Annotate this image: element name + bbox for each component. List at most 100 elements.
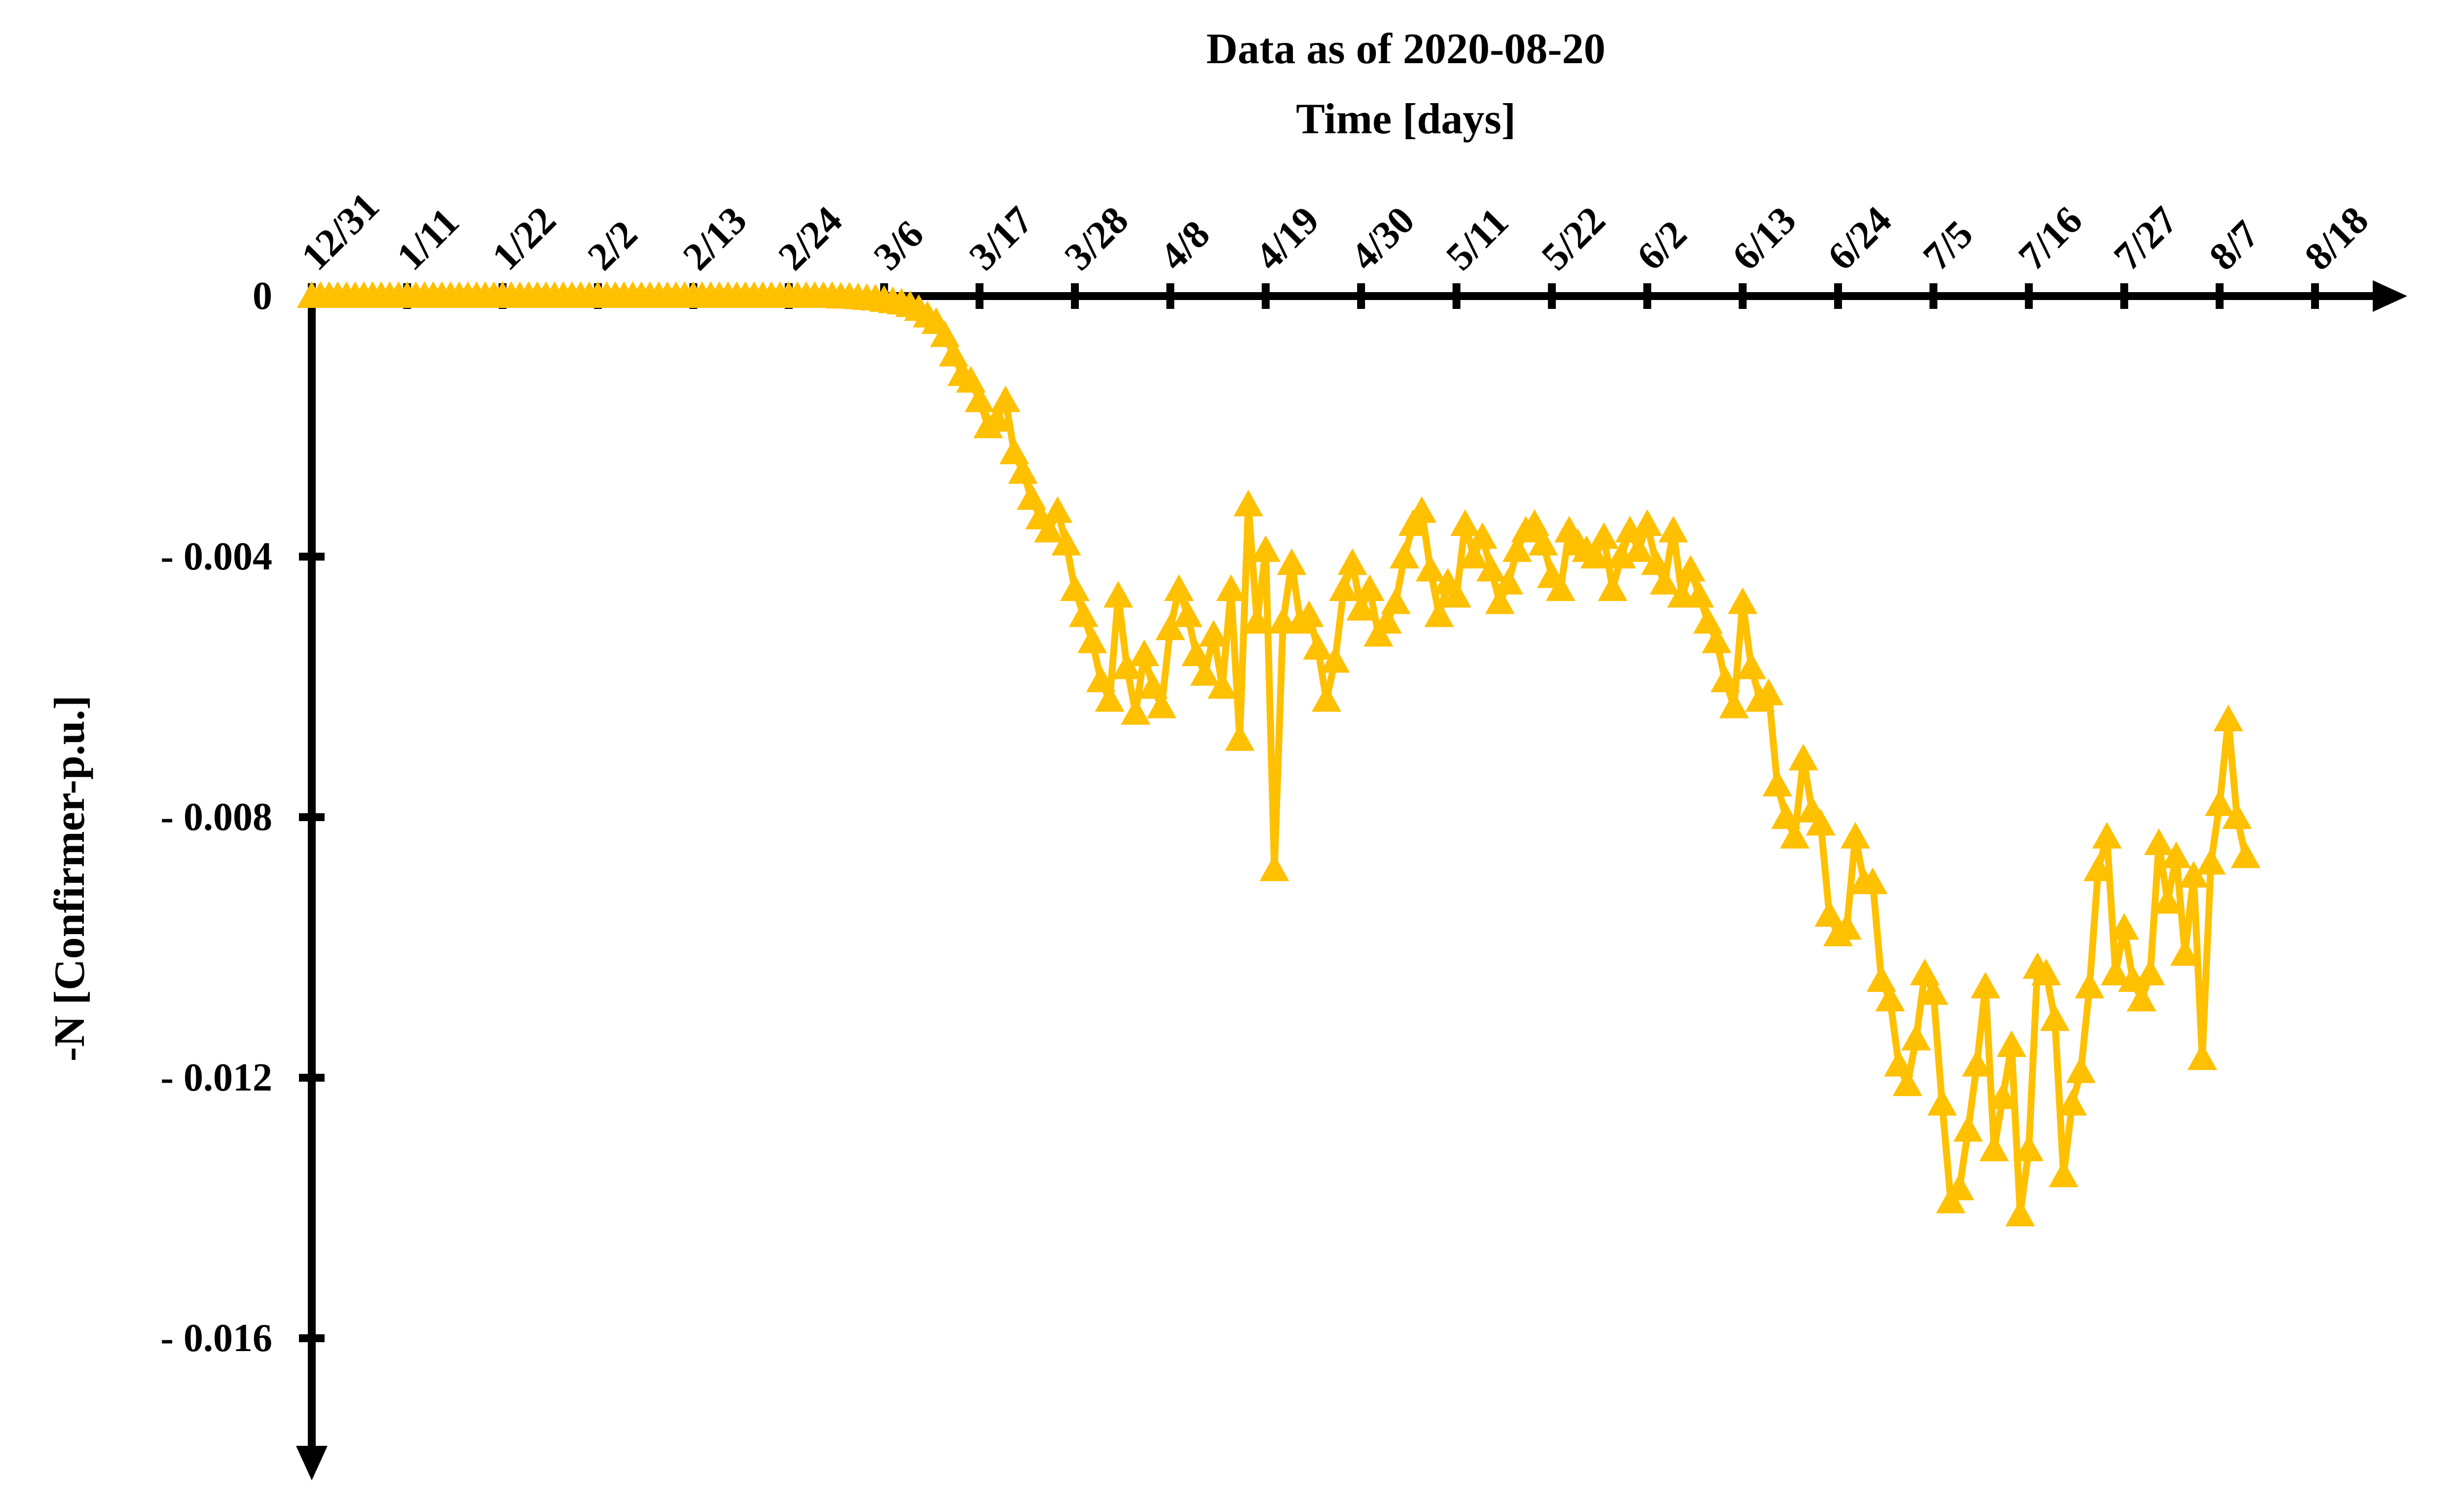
data-point — [2187, 1043, 2217, 1070]
data-point — [2153, 887, 2183, 914]
data-point — [956, 366, 986, 393]
data-point — [1424, 600, 1454, 627]
data-point — [1390, 542, 1420, 568]
data-point — [1173, 600, 1203, 627]
x-tick-label: 4/19 — [1247, 198, 1327, 279]
data-point — [1468, 522, 1498, 549]
data-point — [2196, 848, 2226, 875]
data-point — [1545, 574, 1576, 601]
data-point — [2005, 1200, 2035, 1227]
data-point — [1086, 665, 1116, 692]
data-point — [1017, 483, 1047, 510]
data-point — [1832, 913, 1862, 940]
data-point — [2040, 1004, 2070, 1031]
data-point — [1719, 691, 1749, 718]
data-point — [1910, 958, 1940, 985]
data-point — [1728, 587, 1758, 614]
data-point — [1407, 496, 1437, 523]
data-point — [1216, 574, 1246, 601]
data-point — [1771, 802, 1801, 829]
data-point — [1858, 867, 1888, 894]
x-tick-label: 6/13 — [1724, 198, 1804, 279]
data-point — [1138, 672, 1168, 699]
data-point — [2092, 822, 2122, 849]
data-point — [1589, 522, 1619, 549]
data-point — [1095, 685, 1125, 712]
data-point — [1303, 633, 1333, 660]
data-point — [2144, 828, 2174, 855]
data-point — [1337, 548, 1367, 575]
data-point — [2031, 958, 2061, 985]
x-tick-label: 2/24 — [770, 198, 850, 279]
x-tick-label: 12/31 — [294, 185, 388, 279]
data-point — [2213, 705, 2243, 731]
data-point — [1190, 659, 1220, 686]
data-point — [1060, 574, 1090, 601]
x-axis-label: Time [days] — [1296, 95, 1516, 143]
x-tick-label: 7/27 — [2106, 198, 2186, 279]
data-point — [1693, 607, 1723, 634]
data-point — [2074, 972, 2104, 999]
x-tick-label: 4/8 — [1152, 212, 1218, 279]
x-tick-label: 7/5 — [1915, 212, 1982, 279]
data-point — [1953, 1115, 1983, 1142]
x-tick-label: 3/6 — [866, 212, 932, 279]
data-point — [2109, 913, 2139, 940]
data-point — [2205, 789, 2235, 816]
data-point — [1077, 626, 1107, 653]
data-point — [1372, 607, 1402, 634]
data-point — [1580, 542, 1610, 568]
data-point — [1225, 724, 1255, 751]
data-point — [1459, 542, 1489, 568]
data-point — [1146, 691, 1177, 718]
data-point — [1684, 581, 1714, 608]
data-point — [930, 320, 960, 347]
x-tick-label: 5/22 — [1533, 198, 1614, 279]
data-point — [2049, 1161, 2079, 1187]
data-point — [1129, 640, 1159, 666]
data-point — [1840, 822, 1871, 849]
data-point — [2231, 841, 2261, 868]
data-point — [1502, 535, 1532, 562]
data-point — [1242, 607, 1272, 634]
data-point — [1494, 567, 1523, 595]
data-point — [1103, 581, 1133, 608]
data-point — [2178, 861, 2208, 888]
x-tick-label: 4/30 — [1343, 198, 1423, 279]
data-point — [2066, 1056, 2096, 1083]
y-tick-label: 0 — [253, 274, 272, 318]
data-point — [1979, 1134, 2009, 1162]
x-axis-arrow — [2373, 280, 2407, 312]
data-point — [1121, 698, 1151, 725]
data-point — [1927, 1089, 1957, 1116]
x-tick-label: 1/11 — [389, 200, 468, 279]
data-point — [999, 437, 1029, 464]
data-point — [1884, 1050, 1914, 1077]
data-point — [1042, 496, 1072, 523]
data-point — [1355, 574, 1385, 601]
data-point — [1962, 1050, 1992, 1077]
data-point — [2127, 984, 2157, 1012]
data-point — [1918, 978, 1949, 1005]
data-point — [1641, 548, 1671, 575]
data-point — [1381, 587, 1411, 614]
data-point — [1450, 509, 1480, 536]
data-point — [2135, 958, 2165, 985]
data-point — [1519, 509, 1549, 536]
data-point — [1250, 535, 1281, 562]
data-point — [1441, 581, 1471, 608]
x-tick-label: 8/7 — [2201, 212, 2268, 279]
data-point — [1710, 665, 1740, 692]
x-tick-label: 1/22 — [484, 198, 564, 279]
data-point — [1415, 555, 1445, 582]
data-point — [1233, 490, 1263, 517]
x-tick-label: 3/17 — [961, 198, 1041, 279]
data-point — [2100, 958, 2131, 985]
data-point — [2014, 1134, 2044, 1162]
data-point — [1788, 744, 1818, 771]
data-point — [2170, 939, 2200, 966]
data-point — [1207, 672, 1237, 699]
data-point — [1736, 652, 1766, 679]
